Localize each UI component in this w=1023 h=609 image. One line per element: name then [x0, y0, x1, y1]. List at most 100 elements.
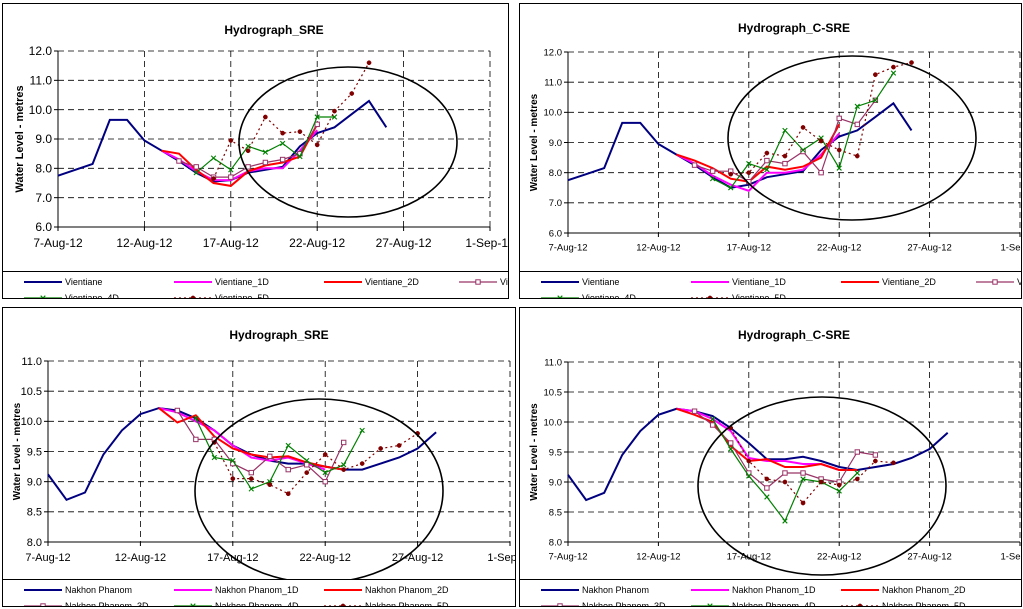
data-point [248, 486, 254, 492]
y-tick-label: 8.5 [27, 507, 42, 519]
data-point [746, 160, 752, 167]
data-point [836, 488, 842, 494]
series-vientiane-2d [676, 123, 841, 183]
legend-marker [707, 295, 713, 298]
legend-swatch [174, 295, 212, 298]
data-point [176, 158, 182, 164]
x-tick-label: 1-Sep-12 [1000, 243, 1022, 254]
data-point [836, 165, 842, 171]
data-point [854, 476, 860, 482]
data-point [764, 494, 770, 500]
highlight-ellipse [194, 398, 444, 580]
data-point [836, 482, 842, 488]
data-point [800, 470, 806, 476]
data-point [193, 170, 199, 176]
legend-label: Vientiane_2D [882, 277, 936, 287]
y-tick-label: 11.0 [544, 77, 562, 88]
data-point [836, 147, 842, 153]
y-axis-label: Water Level - metres [529, 93, 540, 191]
data-point [396, 443, 402, 448]
series-nakhon-phanom-5d [211, 431, 420, 497]
data-point [230, 457, 236, 464]
series-vientiane-2d [161, 123, 319, 187]
legend-vientiane-csre: Vientiane Vientiane_1D Vientiane_2D Vientia… [520, 271, 1021, 298]
y-tick-label: 6.0 [35, 220, 52, 234]
data-point [818, 138, 824, 144]
data-point [285, 466, 291, 473]
x-tick-label: 22-Aug-12 [817, 552, 861, 563]
series-line [676, 407, 858, 471]
data-point [285, 442, 291, 449]
data-point [280, 130, 285, 136]
legend-label: Nakhon Phanom_2D [365, 585, 449, 595]
y-tick-label: 8.0 [27, 537, 42, 549]
legend-label: Nakhon Phanom_2D [882, 585, 966, 595]
data-point [341, 467, 347, 472]
data-point [818, 479, 824, 485]
legend-label: Nakhon Phanom_3D [65, 601, 149, 607]
legend-marker [40, 603, 46, 606]
legend-nakhon-sre: Nakhon Phanom Nakhon Phanom_1D Nakhon Phan… [3, 579, 515, 606]
series-line [176, 410, 345, 483]
x-tick-label: 12-Aug-12 [116, 236, 172, 250]
legend-label: Vientiane_4D [65, 293, 119, 299]
x-tick-label: 7-Aug-12 [548, 243, 587, 254]
series-nakhon-phanom [47, 407, 437, 502]
y-tick-label: 10.5 [21, 386, 42, 398]
series-nakhon-phanom-2d [676, 407, 858, 471]
x-tick-label: 1-Sep-12 [1000, 552, 1022, 563]
chart-panel-nakhon-csre: Hydrograph_C-SRE Water Level - metres 8.0 8… [519, 307, 1022, 607]
series-line [195, 418, 363, 490]
legend-label: Nakhon Phanom_1D [732, 585, 816, 595]
y-tick-label: 9.0 [27, 477, 42, 489]
chart-plot-nakhon-csre: Hydrograph_C-SRE Water Level - metres 8.0 8… [529, 328, 1022, 576]
legend-marker [557, 603, 563, 606]
legend-swatch [691, 281, 729, 283]
series-line [57, 99, 388, 183]
legend-vientiane-sre: Vientiane Vientiane_1D Vientiane_2D Vientia… [3, 271, 508, 298]
data-point [248, 476, 254, 481]
legend-label: Vientiane_5D [732, 293, 786, 299]
series-vientiane-4d [709, 70, 897, 191]
y-tick-label: 12.0 [29, 44, 53, 58]
data-point [304, 457, 310, 464]
series-vientiane-3d [691, 97, 879, 185]
legend-marker [857, 603, 863, 606]
legend-swatch [24, 295, 62, 298]
legend-marker [707, 603, 713, 606]
series-nakhon-phanom [567, 407, 949, 502]
data-point [691, 162, 698, 168]
x-tick-label: 27-Aug-12 [376, 236, 432, 250]
data-point [782, 470, 788, 476]
x-tick-label: 22-Aug-12 [817, 243, 861, 254]
data-point [782, 479, 788, 485]
legend-swatch [541, 295, 579, 298]
chart-plot-nakhon-sre: Hydrograph_SRE Water Level - metres 8.0 8.5… [12, 328, 515, 580]
y-tick-label: 11.0 [30, 74, 53, 88]
y-tick-label: 10.0 [29, 103, 53, 117]
legend-swatch [976, 279, 1014, 285]
data-point [728, 446, 734, 452]
legend-swatch [691, 589, 729, 591]
series-line [158, 407, 344, 471]
series-nakhon-phanom-4d [709, 416, 860, 524]
data-point [228, 174, 234, 180]
legend-swatch [324, 589, 362, 591]
x-tick-label: 27-Aug-12 [392, 552, 443, 564]
x-tick-label: 27-Aug-12 [907, 552, 951, 563]
data-point [909, 60, 914, 65]
y-tick-label: 9.0 [35, 132, 52, 146]
y-tick-label: 10.0 [544, 417, 563, 428]
data-point [279, 156, 286, 163]
data-point [709, 176, 716, 182]
legend-marker [190, 295, 196, 298]
legend-swatch [841, 589, 879, 591]
legend-swatch [174, 589, 212, 591]
data-point [245, 148, 251, 154]
data-point [366, 60, 372, 66]
data-point [873, 458, 878, 464]
series-line [730, 427, 894, 504]
data-point [709, 422, 716, 428]
data-point [228, 167, 234, 173]
y-tick-label: 8.0 [35, 162, 52, 176]
